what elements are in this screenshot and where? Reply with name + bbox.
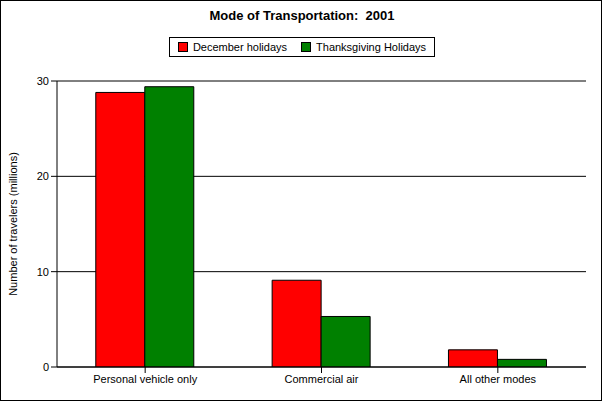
html-text:Mode of Transportation: 2001: Mode of Transportation: 2001 [209,8,395,23]
svg-text:Personal vehicle only: Personal vehicle only [93,373,197,385]
svg-text:20: 20 [37,170,49,182]
svg-text:10: 10 [37,266,49,278]
html-text:December holidays: December holidays [192,41,287,53]
svg-text:Commercial air: Commercial air [285,373,359,385]
svg-text:Number of travelers (millions): Number of travelers (millions) [8,152,19,296]
svg-text:All other modes: All other modes [460,373,537,385]
html-text:Thanksgiving Holidays: Thanksgiving Holidays [316,41,427,53]
svg-text:30: 30 [37,75,49,87]
svg-text:0: 0 [43,361,49,373]
